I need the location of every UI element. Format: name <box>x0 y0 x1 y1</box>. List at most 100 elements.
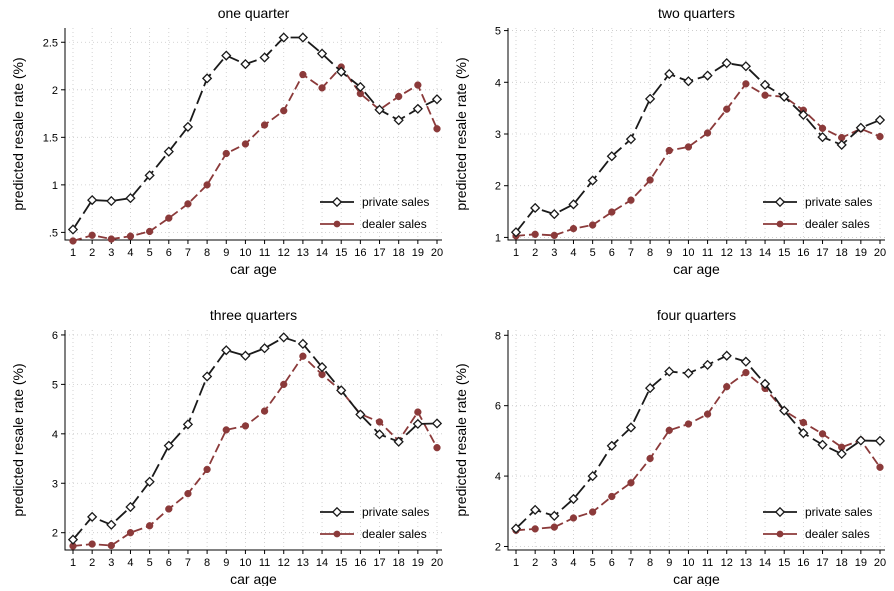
data-point <box>201 73 213 84</box>
x-tick-label: 4 <box>570 247 576 259</box>
x-tick-label: 11 <box>259 247 270 259</box>
data-point <box>836 448 847 460</box>
legend-label: dealer sales <box>805 527 870 541</box>
data-point <box>184 489 192 498</box>
data-point <box>414 81 422 89</box>
y-tick-label: .5 <box>49 227 58 239</box>
data-point <box>549 209 560 220</box>
legend-label: dealer sales <box>362 527 427 541</box>
legend-label: dealer sales <box>362 217 427 231</box>
data-point <box>375 418 384 426</box>
x-tick-label: 15 <box>778 557 790 569</box>
panel-title: two quarters <box>658 5 735 21</box>
x-tick-label: 16 <box>354 557 366 569</box>
x-tick-label: 19 <box>855 247 867 259</box>
y-tick-label: 2 <box>495 181 501 193</box>
data-point <box>106 195 117 207</box>
x-tick-label: 17 <box>373 247 385 259</box>
y-tick-label: 2 <box>52 85 58 97</box>
x-tick-label: 20 <box>431 247 443 259</box>
data-point <box>530 202 541 214</box>
data-point <box>510 227 522 238</box>
series-private-sales <box>510 58 886 238</box>
legend-marker <box>333 220 341 228</box>
x-tick-label: 6 <box>166 247 172 259</box>
data-point <box>355 409 366 420</box>
x-tick-label: 12 <box>721 557 733 569</box>
data-point <box>644 93 656 104</box>
data-point <box>531 230 539 238</box>
data-point <box>221 50 232 61</box>
data-point <box>759 79 771 90</box>
y-tick-label: 5 <box>52 379 58 391</box>
data-point <box>588 508 597 516</box>
y-tick-label: 2 <box>495 541 501 553</box>
series-line <box>72 36 438 231</box>
data-point <box>355 81 366 93</box>
data-point <box>627 479 635 487</box>
data-point <box>126 232 135 240</box>
x-tick-label: 18 <box>393 247 405 259</box>
legend-label: private sales <box>362 195 429 209</box>
series-line <box>72 65 438 242</box>
data-point <box>683 76 694 87</box>
data-point <box>163 146 174 157</box>
data-point <box>182 419 194 430</box>
data-point <box>144 476 155 487</box>
x-tick-label: 12 <box>278 247 290 259</box>
data-point <box>855 435 866 446</box>
series-dealer-sales <box>512 80 884 240</box>
data-point <box>684 420 693 428</box>
x-tick-label: 5 <box>590 247 596 259</box>
data-point <box>569 514 578 522</box>
data-point <box>221 345 232 356</box>
x-tick-label: 13 <box>297 557 309 569</box>
data-point <box>259 52 270 63</box>
x-tick-label: 16 <box>797 247 809 259</box>
x-tick-label: 8 <box>647 247 653 259</box>
x-tick-label: 17 <box>816 557 828 569</box>
data-point <box>107 235 115 243</box>
data-point <box>182 121 194 132</box>
data-point <box>278 332 289 343</box>
data-point <box>299 352 307 360</box>
y-tick-label: 4 <box>52 429 58 441</box>
data-point <box>510 523 522 534</box>
x-tick-label: 18 <box>836 247 848 259</box>
data-point <box>412 418 423 430</box>
data-point <box>163 440 174 451</box>
x-tick-label: 10 <box>239 247 251 259</box>
data-point <box>818 124 827 132</box>
data-point <box>550 231 558 239</box>
y-tick-label: 1.5 <box>43 132 58 144</box>
x-tick-label: 9 <box>223 557 229 569</box>
legend-marker <box>776 530 784 538</box>
legend-label: dealer sales <box>805 217 870 231</box>
y-axis-label: predicted resale rate (%) <box>10 363 26 516</box>
x-tick-label: 14 <box>759 557 771 569</box>
x-tick-label: 8 <box>647 557 653 569</box>
x-tick-label: 7 <box>628 247 634 259</box>
data-point <box>201 371 213 382</box>
x-tick-label: 20 <box>431 557 443 569</box>
x-tick-label: 2 <box>89 247 95 259</box>
data-point <box>742 80 750 88</box>
data-point <box>855 122 866 133</box>
data-point <box>761 91 769 99</box>
y-axis-label: predicted resale rate (%) <box>453 363 469 516</box>
data-point <box>664 68 675 80</box>
y-tick-label: 6 <box>495 401 501 413</box>
legend: private sales dealer sales <box>320 505 429 541</box>
data-point <box>683 368 694 379</box>
data-point <box>431 418 443 429</box>
x-axis-label: car age <box>673 571 720 586</box>
data-point <box>165 214 173 222</box>
data-point <box>412 103 423 114</box>
data-point <box>646 454 654 463</box>
series-private-sales <box>67 32 443 235</box>
data-point <box>702 359 713 370</box>
x-tick-label: 3 <box>551 247 557 259</box>
x-axis-label: car age <box>230 571 277 586</box>
data-point <box>144 170 155 181</box>
